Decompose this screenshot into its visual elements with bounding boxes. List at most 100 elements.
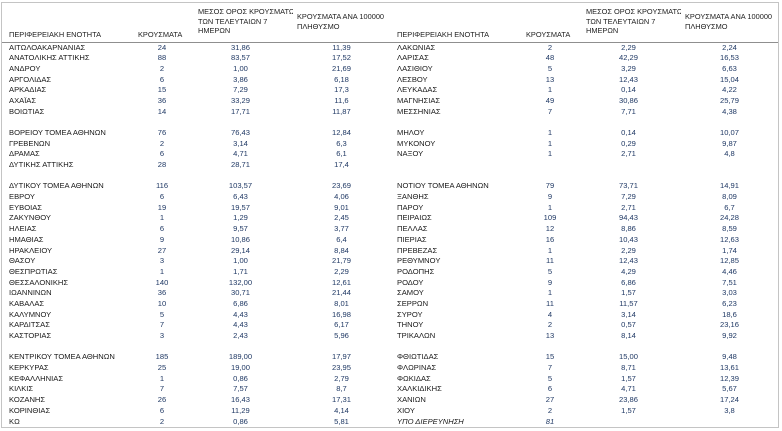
cases-value: 26 [157,395,167,405]
avg7-value: 7,29 [233,85,248,95]
header-line: ΗΜΕΡΩΝ [586,26,619,36]
avg7-value [576,342,681,353]
per100k-value [681,342,778,353]
table-row: ΠΑΡΟΥ 1 2,71 6,7 [390,203,778,214]
cases-value: 48 [545,53,555,63]
cases-value: 10 [157,298,167,308]
table-row: ΥΠΟ ΔΙΕΡΕΥΝΗΣΗ 81 [390,417,778,428]
region-name: ΔΥΤΙΚΗΣ ΑΤΤΙΚΗΣ [9,160,74,170]
cases-value: 1 [159,373,165,383]
avg7-value: 4,29 [621,266,636,276]
table-row: ΣΥΡΟΥ 4 3,14 18,6 [390,310,778,321]
per100k-value: 15,04 [719,74,739,84]
cases-value: 11 [546,256,554,266]
table-row: ΔΥΤΙΚΗΣ ΑΤΤΙΚΗΣ 28 28,71 17,4 [2,160,390,171]
per100k-value [681,117,778,128]
region-name: ΒΟΡΕΙΟΥ ΤΟΜΕΑ ΑΘΗΝΩΝ [9,127,106,137]
cases-value [524,171,576,182]
per100k-value: 23,16 [719,320,739,330]
cases-value: 1 [547,127,553,137]
region-name: ΣΑΜΟΥ [397,288,424,298]
region-name: ΛΕΥΚΑΔΑΣ [397,85,438,95]
per100k-value: 2,79 [334,373,349,383]
avg7-value: 10,43 [618,234,638,244]
per100k-value [293,117,390,128]
per100k-value: 18,6 [722,309,737,319]
table-row: ΚΕΦΑΛΛΗΝΙΑΣ 1 0,86 2,79 [2,374,390,385]
cases-value: 12 [545,224,555,234]
region-name [2,342,136,353]
table-row: ΦΘΙΩΤΙΔΑΣ 15 15,00 9,48 [390,352,778,363]
region-name: ΚΑΡΔΙΤΣΑΣ [9,320,50,330]
table-row: ΡΟΔΟΥ 9 6,86 7,51 [390,278,778,289]
cases-value: 1 [547,138,553,148]
table-row: ΑΝΑΤΟΛΙΚΗΣ ΑΤΤΙΚΗΣ 88 83,57 17,52 [2,53,390,64]
cases-value: 185 [155,352,169,362]
cases-value [524,160,576,171]
per100k-value: 16,53 [719,53,739,63]
per100k-value: 3,03 [722,288,737,298]
region-name: ΜΑΓΝΗΣΙΑΣ [397,95,441,105]
region-name: ΛΑΚΩΝΙΑΣ [397,42,436,52]
cases-value: 2 [547,320,553,330]
avg7-value: 1,71 [233,266,248,276]
cases-value: 9 [159,234,165,244]
per100k-value: 6,23 [722,298,737,308]
avg7-value: 4,71 [621,384,636,394]
per100k-value: 4,8 [724,149,735,159]
cases-value: 49 [545,95,555,105]
table-row: ΣΑΜΟΥ 1 1,57 3,03 [390,288,778,299]
table-row: ΡΟΔΟΠΗΣ 5 4,29 4,46 [390,267,778,278]
avg7-value: 0,29 [621,138,636,148]
avg7-value: 3,14 [233,138,248,148]
table-row: ΣΕΡΡΩΝ 11 11,57 6,23 [390,299,778,310]
region-name: ΑΧΑΪΑΣ [9,95,37,105]
region-name: ΧΑΛΚΙΔΙΚΗΣ [397,384,442,394]
regions-table-right: ΠΕΡΙΦΕΡΕΙΑΚΗ ΕΝΟΤΗΤΑ ΚΡΟΥΣΜΑΤΑ ΜΕΣΟΣ ΟΡΟ… [390,3,778,427]
spacer-row [2,171,390,182]
cases-value: 16 [545,234,555,244]
region-name: ΓΡΕΒΕΝΩΝ [9,138,51,148]
per100k-value: 3,77 [334,224,349,234]
avg7-value [576,117,681,128]
table-row: ΝΟΤΙΟΥ ΤΟΜΕΑ ΑΘΗΝΩΝ 79 73,71 14,91 [390,181,778,192]
region-name: ΜΕΣΣΗΝΙΑΣ [397,106,441,116]
cases-value: 6 [159,405,165,415]
avg7-value: 2,71 [621,149,636,159]
cases-value: 36 [157,95,167,105]
table-row: ΔΡΑΜΑΣ 6 4,71 6,1 [2,149,390,160]
region-name: ΔΥΤΙΚΟΥ ΤΟΜΕΑ ΑΘΗΝΩΝ [9,181,104,191]
per100k-value: 25,79 [719,95,739,105]
per100k-value: 6,1 [336,149,347,159]
per100k-value: 6,63 [722,63,737,73]
region-name: ΜΗΛΟΥ [397,127,425,137]
region-name: ΠΙΕΡΙΑΣ [397,234,427,244]
avg7-value: 11,29 [231,405,250,415]
header-line: ΤΩΝ ΤΕΛΕΥΤΑΙΩΝ 7 [198,16,268,26]
col-header-avg7: ΜΕΣΟΣ ΟΡΟΣ ΚΡΟΥΣΜΑΤΩΝ ΤΩΝ ΤΕΛΕΥΤΑΙΩΝ 7 Η… [188,3,293,43]
cases-value: 28 [157,160,167,170]
per100k-value: 12,61 [331,277,351,287]
avg7-value: 4,43 [233,309,248,319]
cases-value: 116 [155,181,169,191]
avg7-value: 3,29 [621,63,636,73]
cases-value: 79 [545,181,555,191]
region-name: ΘΕΣΠΡΩΤΙΑΣ [9,266,58,276]
cases-value: 13 [545,331,555,341]
table-row: ΤΡΙΚΑΛΩΝ 13 8,14 9,92 [390,331,778,342]
avg7-value: 94,43 [618,213,638,223]
table-row: ΝΑΞΟΥ 1 2,71 4,8 [390,149,778,160]
region-name: ΚΕΦΑΛΛΗΝΙΑΣ [9,373,64,383]
table-row: ΘΕΣΠΡΩΤΙΑΣ 1 1,71 2,29 [2,267,390,278]
cases-value: 4 [547,309,553,319]
region-name: ΚΑΣΤΟΡΙΑΣ [9,331,52,341]
table-row: ΘΕΣΣΑΛΟΝΙΚΗΣ 140 132,00 12,61 [2,278,390,289]
per100k-value: 5,67 [722,384,737,394]
per100k-value: 11,39 [332,42,351,52]
region-name: ΧΑΝΙΩΝ [397,395,426,405]
region-name: ΤΗΝΟΥ [397,320,424,330]
cases-value: 9 [547,192,553,202]
region-name: ΑΝΔΡΟΥ [9,63,41,73]
cases-value: 24 [157,42,167,52]
avg7-value: 0,14 [621,85,636,95]
